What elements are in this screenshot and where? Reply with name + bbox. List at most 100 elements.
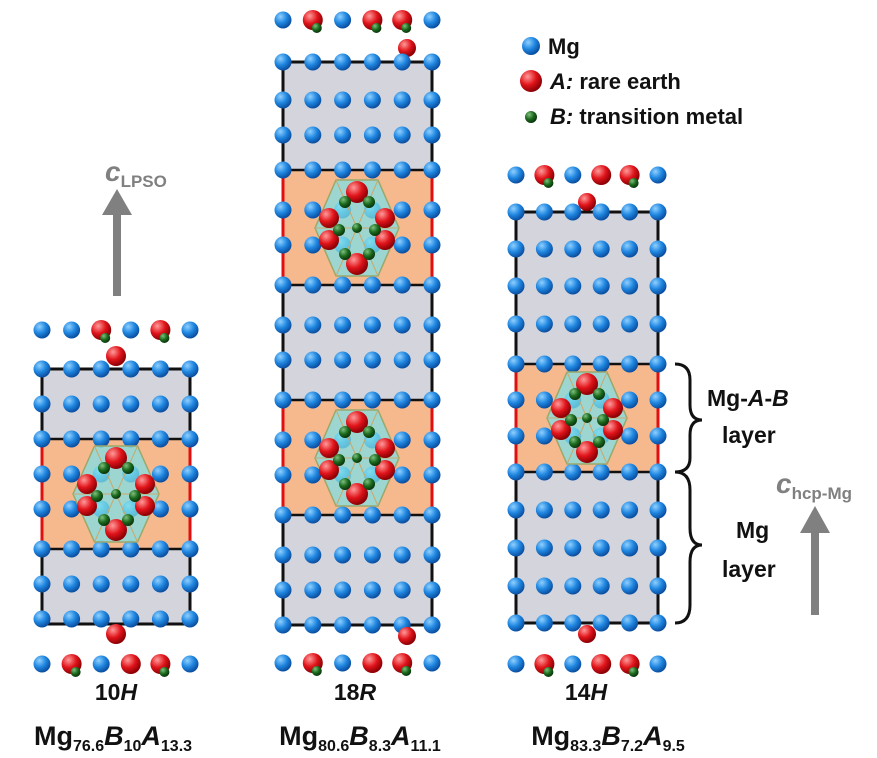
mg-atom — [334, 546, 352, 564]
mg-atom — [334, 581, 352, 599]
mg-atom — [393, 316, 411, 334]
rare-earth-atom — [135, 474, 155, 494]
rare-earth-atom — [346, 411, 368, 433]
mg-atom — [535, 277, 553, 295]
mg-atom — [304, 546, 322, 564]
mg-atom — [393, 431, 411, 449]
mg-atom — [122, 540, 140, 558]
rare-earth-atom — [576, 441, 598, 463]
mg-atom — [151, 540, 169, 558]
rare-earth-atom — [603, 398, 623, 418]
c-lpso-label: cLPSO — [105, 156, 167, 191]
mg-atom — [649, 614, 667, 632]
mg-atom — [393, 91, 411, 109]
mg-atom — [535, 315, 553, 333]
mg-atom — [564, 463, 582, 481]
transition-metal-atom — [339, 426, 351, 438]
mg-atom — [63, 540, 81, 558]
transition-metal-atom — [582, 413, 592, 423]
transition-metal-atom — [311, 23, 322, 33]
transition-metal-atom — [98, 462, 110, 474]
mg-atom — [63, 395, 81, 413]
rare-earth-atom — [346, 483, 368, 505]
mg-atom — [423, 546, 441, 564]
mg-atom — [592, 355, 610, 373]
mg-atom — [423, 316, 441, 334]
transition-metal-atom — [363, 248, 375, 260]
mg-atom — [274, 391, 292, 409]
mg-atom — [363, 581, 381, 599]
mg-atom — [274, 581, 292, 599]
transition-metal-atom — [401, 23, 412, 33]
mg-atom — [535, 240, 553, 258]
mg-atom — [181, 395, 199, 413]
mg-atom — [274, 161, 292, 179]
structure-name-14h: 14H — [565, 679, 608, 705]
mg-atom — [33, 610, 51, 628]
rare-earth-atom — [106, 346, 126, 366]
mg-atom — [649, 427, 667, 445]
rare-earth-atom — [578, 193, 596, 211]
mg-atom — [304, 91, 322, 109]
rare-earth-atom — [576, 373, 598, 395]
legend-transition-metal-atom — [525, 111, 537, 123]
mg-atom — [363, 546, 381, 564]
transition-metal-atom — [593, 388, 605, 400]
mg-atom — [304, 201, 322, 219]
mg-atom — [564, 501, 582, 519]
mg-atom — [334, 351, 352, 369]
mg-atom — [423, 91, 441, 109]
mg-atom — [181, 500, 199, 518]
mg-atom — [334, 276, 352, 294]
mg-atom — [649, 355, 667, 373]
mg-atom — [274, 53, 292, 71]
legend-transition-metal-label: B: transition metal — [550, 104, 743, 129]
mg-atom — [33, 395, 51, 413]
rare-earth-atom — [105, 519, 127, 541]
structure-14h — [507, 165, 667, 677]
mg-atom — [649, 277, 667, 295]
mg-atom — [649, 463, 667, 481]
mg-atom — [649, 166, 667, 184]
rare-earth-atom — [551, 420, 571, 440]
mg-atom — [507, 463, 525, 481]
transition-metal-atom — [363, 196, 375, 208]
mg-atom — [63, 500, 81, 518]
mg-atom — [507, 203, 525, 221]
mg-atom — [393, 351, 411, 369]
mg-atom — [274, 11, 292, 29]
mg-atom — [334, 654, 352, 672]
mg-atom — [535, 539, 553, 557]
mg-atom — [274, 546, 292, 564]
mg-atom — [649, 655, 667, 673]
mg-atom — [423, 201, 441, 219]
mg-atom — [63, 360, 81, 378]
transition-metal-atom — [159, 667, 170, 677]
mg-atom — [33, 500, 51, 518]
mg-atom — [423, 616, 441, 634]
mg-atom — [507, 315, 525, 333]
rare-earth-atom — [319, 460, 339, 480]
mgab-layer-label-line1: Mg-A-B — [707, 385, 789, 411]
mg-atom — [334, 506, 352, 524]
c-hcp-arrow-head — [800, 506, 830, 533]
mg-atom — [535, 355, 553, 373]
rare-earth-atom — [346, 181, 368, 203]
transition-metal-atom — [628, 667, 639, 677]
mg-atom — [564, 166, 582, 184]
mg-atom — [63, 575, 81, 593]
mg-layer-label-line1: Mg — [736, 517, 769, 543]
mg-atom — [592, 614, 610, 632]
mg-atom — [274, 276, 292, 294]
mg-atom — [507, 391, 525, 409]
mg-atom — [151, 575, 169, 593]
mg-atom — [393, 201, 411, 219]
rare-earth-atom — [375, 438, 395, 458]
mgab-layer-label-line2: layer — [722, 422, 776, 448]
mg-atom — [649, 240, 667, 258]
mg-atom — [304, 466, 322, 484]
c-hcp-mg-label: chcp-Mg — [776, 468, 852, 503]
mg-atom — [621, 577, 639, 595]
mg-atom — [33, 465, 51, 483]
mg-atom — [334, 126, 352, 144]
